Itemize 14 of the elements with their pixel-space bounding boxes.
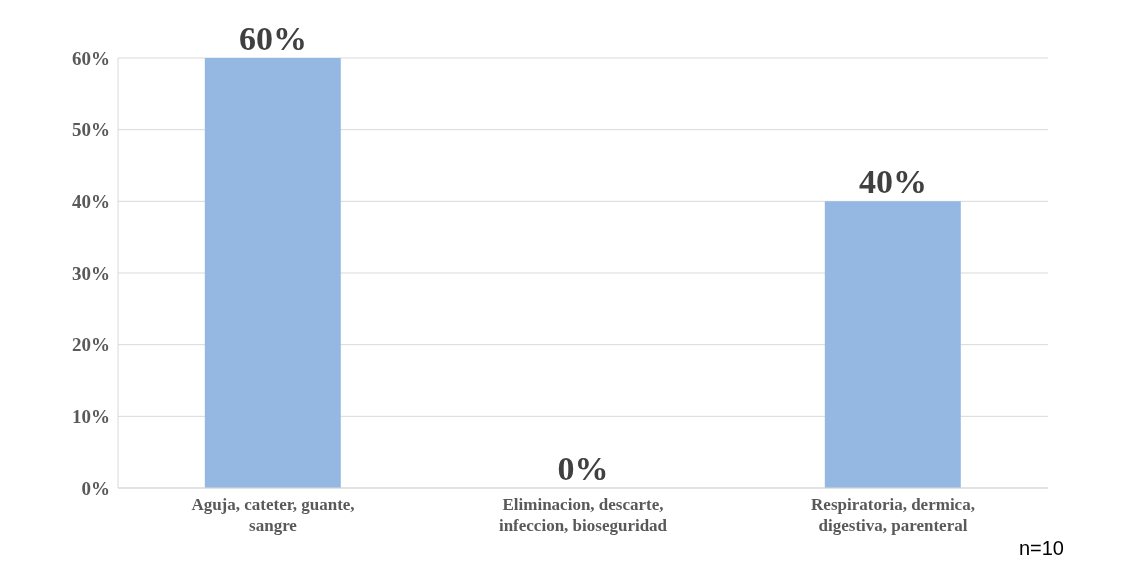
x-tick-label: Aguja, cateter, guante, sangre [191,495,355,535]
y-tick-label: 30% [72,262,110,284]
y-tick-label: 50% [72,119,110,141]
x-tick-label: Eliminacion, descarte, infeccion, bioseguridad [498,495,668,535]
y-tick-label: 60% [72,47,110,69]
y-tick-label: 40% [72,191,110,213]
x-tick-label: Respiratoria, dermica, digestiva, parenteral [811,495,975,535]
data-label: 0% [557,450,609,487]
y-tick-label: 20% [72,334,110,356]
y-tick-label: 0% [81,477,110,499]
data-label: 60% [239,20,307,57]
y-tick-label: 10% [72,406,110,428]
data-label: 40% [859,163,927,201]
text: n=10 [1018,537,1064,560]
